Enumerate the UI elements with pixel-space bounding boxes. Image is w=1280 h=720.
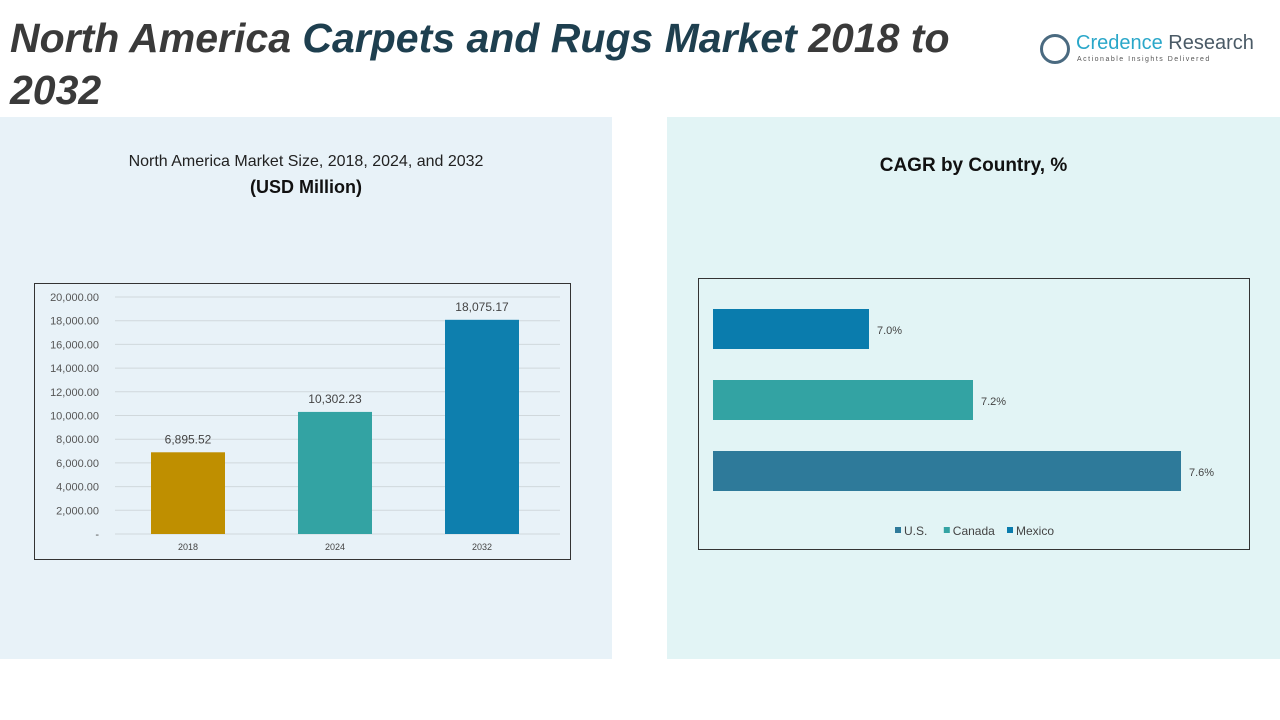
y-tick-label: 4,000.00 bbox=[56, 482, 99, 494]
market-size-unit: (USD Million) bbox=[250, 177, 362, 197]
bar-Canada bbox=[713, 380, 973, 420]
data-label: 7.2% bbox=[981, 396, 1006, 408]
y-tick-label: 6,000.00 bbox=[56, 458, 99, 470]
legend-item: Mexico bbox=[1016, 524, 1054, 538]
cagr-chart: 7.0% 7.2% 7.6% U.S. Canada Mexico bbox=[698, 278, 1250, 550]
y-tick-label: 10,000.00 bbox=[50, 411, 99, 423]
market-size-chart: - 2,000.00 4,000.00 6,000.00 8,000.00 10,000.… bbox=[34, 283, 571, 560]
cagr-title: CAGR by Country, % bbox=[879, 155, 1068, 176]
bar-U.S. bbox=[713, 451, 1181, 491]
bar-2032 bbox=[445, 319, 519, 534]
bar-Mexico bbox=[713, 309, 869, 349]
y-tick-label: - bbox=[95, 529, 99, 541]
y-tick-label: 12,000.00 bbox=[50, 387, 99, 399]
logo-icon bbox=[1040, 34, 1070, 64]
data-label: 7.0% bbox=[877, 325, 902, 337]
legend-item: Canada bbox=[953, 524, 995, 538]
y-tick-label: 2,000.00 bbox=[56, 505, 99, 517]
legend-swatch bbox=[895, 527, 901, 533]
legend-swatch bbox=[1007, 527, 1013, 533]
legend-item: U.S. bbox=[904, 524, 927, 538]
credence-logo: Credence Research Actionable Insights De… bbox=[1040, 32, 1270, 72]
x-tick-label: 2032 bbox=[472, 542, 492, 552]
data-label: 18,075.17 bbox=[455, 300, 509, 314]
market-size-title: North America Market Size, 2018, 2024, a… bbox=[128, 153, 484, 170]
x-tick-label: 2024 bbox=[325, 542, 345, 552]
legend-swatch bbox=[943, 527, 950, 533]
bar-2024 bbox=[298, 411, 372, 534]
x-tick-label: 2018 bbox=[178, 542, 198, 552]
y-tick-label: 8,000.00 bbox=[56, 434, 99, 446]
y-tick-label: 18,000.00 bbox=[50, 316, 99, 328]
page-title: North America Carpets and Rugs Market 20… bbox=[10, 15, 950, 113]
bar-2018 bbox=[151, 452, 225, 534]
data-label: 6,895.52 bbox=[165, 432, 212, 446]
y-tick-label: 16,000.00 bbox=[50, 339, 99, 351]
data-label: 7.6% bbox=[1189, 467, 1214, 479]
y-tick-label: 14,000.00 bbox=[50, 363, 99, 375]
data-label: 10,302.23 bbox=[308, 392, 362, 406]
y-tick-label: 20,000.00 bbox=[50, 292, 99, 304]
